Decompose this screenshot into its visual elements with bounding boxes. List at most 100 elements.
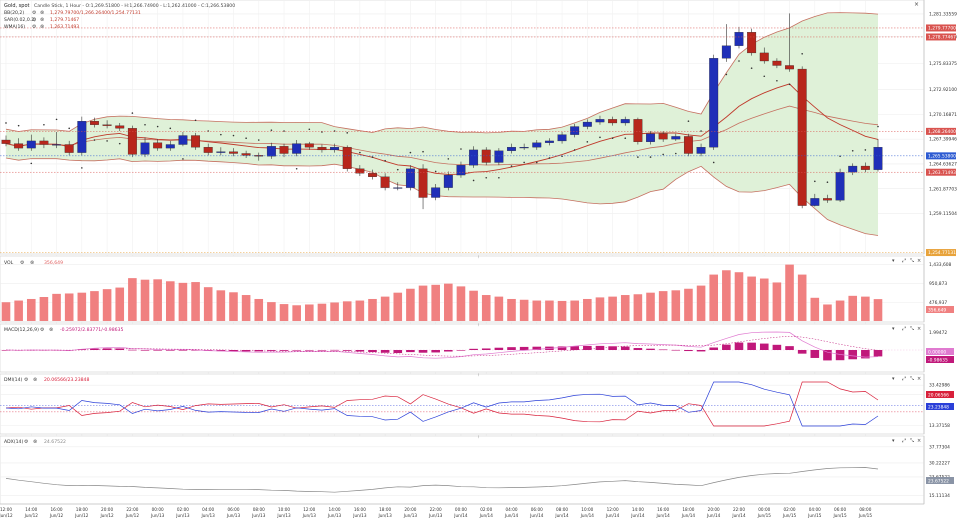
price-badge bbox=[926, 127, 956, 135]
candle-body bbox=[608, 119, 618, 124]
adx-panel[interactable]: 37.77304 30.22227 23.67522 15.11134 ADX(14)… bbox=[0, 435, 954, 505]
panel-controls[interactable]: ▾ ⤢ ⤡ × bbox=[892, 258, 921, 264]
volume-axis[interactable]: 1,433,608 950,873 476,937 bbox=[923, 256, 952, 322]
time-axis[interactable]: 12:00Jun/1214:00Jun/1216:00Jun/1218:00Ju… bbox=[0, 503, 924, 518]
settings-gear-icon[interactable]: ⚙ bbox=[20, 260, 25, 266]
close-panel-icon[interactable]: × bbox=[917, 326, 921, 332]
sar-dot bbox=[43, 123, 45, 126]
settings-gear-icon[interactable]: ⚙ bbox=[24, 439, 29, 445]
candle bbox=[494, 148, 504, 166]
panel-controls[interactable]: ▾ ⤢ ⤡ × bbox=[892, 438, 921, 444]
date-tick-label: Jun/14 bbox=[529, 513, 544, 518]
candle-meta: Candle Stick, 1 Hour - O:1,269.51800 - H… bbox=[34, 3, 235, 9]
panel-splitter-handle[interactable]: ⁝ bbox=[478, 322, 479, 327]
adx-axis[interactable]: 37.77304 30.22227 23.67522 15.11134 bbox=[923, 436, 950, 504]
settings-gear-icon[interactable]: ⚙ bbox=[40, 327, 45, 333]
minimize-icon[interactable]: ▾ bbox=[892, 326, 895, 332]
candle-body bbox=[671, 136, 681, 140]
candle-body bbox=[772, 60, 782, 66]
volume-bar bbox=[633, 294, 643, 321]
macd-panel[interactable]: 1.99472 0.00000 MACD(12,26,9) -0.25972/2.… bbox=[0, 323, 954, 373]
minimize-icon[interactable]: ▾ bbox=[892, 258, 895, 264]
adx-badge: 23.67522 bbox=[926, 477, 954, 485]
close-panel-icon[interactable]: × bbox=[917, 438, 921, 444]
price-panel[interactable]: 1,281.335591,278.808501,275.833751,272.9… bbox=[0, 0, 957, 504]
close-indicator-icon[interactable]: ⊗ bbox=[40, 24, 44, 30]
macd-histogram-bar bbox=[583, 345, 592, 350]
date-tick-label: Jun/12 bbox=[99, 513, 114, 518]
candle-body bbox=[317, 147, 327, 151]
volume-bar bbox=[216, 290, 226, 321]
settings-gear-icon[interactable]: ⚙ bbox=[32, 24, 37, 30]
settings-gear-icon[interactable]: ⚙ bbox=[32, 10, 37, 16]
volume-bar bbox=[342, 301, 352, 321]
panel-splitter-handle[interactable]: ⁝ bbox=[478, 372, 479, 377]
macd-histogram-bar bbox=[77, 349, 87, 350]
close-indicator-icon[interactable]: ⊗ bbox=[33, 439, 37, 445]
sar-dot bbox=[270, 129, 273, 131]
panel-controls[interactable]: ▾ ⤢ ⤡ × bbox=[892, 376, 921, 382]
macd-histogram-bar bbox=[823, 350, 832, 361]
candle-body bbox=[64, 144, 74, 153]
legend-sar[interactable]: SAR(0.02,0.2) 1,279.71467 ⚙ ⊗ bbox=[4, 17, 79, 23]
sar-dot bbox=[611, 137, 614, 140]
expand-icon[interactable]: ⤢ bbox=[902, 376, 906, 382]
expand-icon[interactable]: ⤢ bbox=[902, 438, 906, 444]
close-indicator-icon[interactable]: ⊗ bbox=[30, 260, 34, 266]
candle-body bbox=[785, 65, 794, 70]
minimize-icon[interactable]: ▾ bbox=[892, 376, 895, 382]
maximize-icon[interactable]: ⤡ bbox=[910, 326, 914, 332]
date-tick-label: Jun/12 bbox=[125, 513, 140, 518]
close-indicator-icon[interactable]: ⊗ bbox=[40, 10, 44, 16]
expand-icon[interactable]: ⤢ bbox=[902, 326, 906, 332]
settings-gear-icon[interactable]: ⚙ bbox=[24, 377, 29, 383]
candle-body bbox=[481, 149, 491, 163]
sar-dot bbox=[674, 152, 677, 155]
dmi-panel[interactable]: 33.4298628.6578813.37158 DMI(14) 20.0656… bbox=[0, 373, 954, 435]
volume-bar bbox=[557, 300, 567, 321]
volume-bar bbox=[191, 282, 200, 321]
macd-histogram-bar bbox=[570, 346, 579, 350]
maximize-icon[interactable]: ⤡ bbox=[910, 258, 914, 264]
candle-body bbox=[229, 151, 238, 154]
legend-wma[interactable]: WMA(16) 1,263.71493 ⚙ ⊗ bbox=[4, 24, 79, 30]
settings-gear-icon[interactable]: ⚙ bbox=[32, 17, 37, 23]
macd-histogram-bar bbox=[785, 346, 794, 350]
expand-icon[interactable]: ⤢ bbox=[902, 258, 906, 264]
close-indicator-icon[interactable]: ⊗ bbox=[33, 377, 37, 383]
sar-dot bbox=[384, 159, 386, 162]
panel-controls[interactable]: ▾ ⤢ ⤡ × bbox=[892, 326, 921, 332]
sar-dot bbox=[573, 149, 576, 151]
close-panel-icon[interactable]: × bbox=[917, 258, 921, 264]
volume-bar bbox=[772, 282, 782, 321]
panel-splitter-handle[interactable]: ⁝ bbox=[478, 434, 479, 439]
time-tick-label: 10:00 bbox=[581, 507, 593, 512]
panel-splitter-handle[interactable]: ⁝ bbox=[478, 254, 479, 259]
volume-bar bbox=[785, 264, 794, 321]
candle bbox=[39, 137, 49, 149]
price-tick-label: 1,275.83375 bbox=[929, 61, 957, 67]
time-tick-label: 14:00 bbox=[329, 507, 341, 512]
volume-bar bbox=[646, 292, 655, 321]
volume-bar bbox=[90, 291, 99, 321]
close-indicator-icon[interactable]: ⊗ bbox=[40, 17, 44, 23]
legend-bb[interactable]: BB(20,2) 1,279.79700/1,266.26400/1,254.7… bbox=[4, 10, 141, 16]
candle-body bbox=[165, 144, 175, 149]
candle-body bbox=[266, 146, 276, 157]
time-tick-label: 08:00 bbox=[859, 507, 871, 512]
close-panel-icon[interactable]: × bbox=[917, 376, 921, 382]
minimize-icon[interactable]: ▾ bbox=[892, 438, 895, 444]
close-indicator-icon[interactable]: ⊗ bbox=[49, 327, 53, 333]
macd-histogram-bar bbox=[481, 348, 491, 350]
macd-histogram-bar bbox=[102, 348, 112, 350]
volume-bar bbox=[684, 288, 693, 321]
candle bbox=[557, 131, 567, 144]
maximize-icon[interactable]: ⤡ bbox=[910, 376, 914, 382]
macd-histogram-bar bbox=[456, 350, 466, 351]
macd-badge-zero: 0.00000 bbox=[926, 348, 954, 356]
maximize-icon[interactable]: ⤡ bbox=[910, 438, 914, 444]
volume-bar bbox=[545, 300, 554, 321]
panel-close-icon[interactable]: × bbox=[914, 1, 919, 8]
